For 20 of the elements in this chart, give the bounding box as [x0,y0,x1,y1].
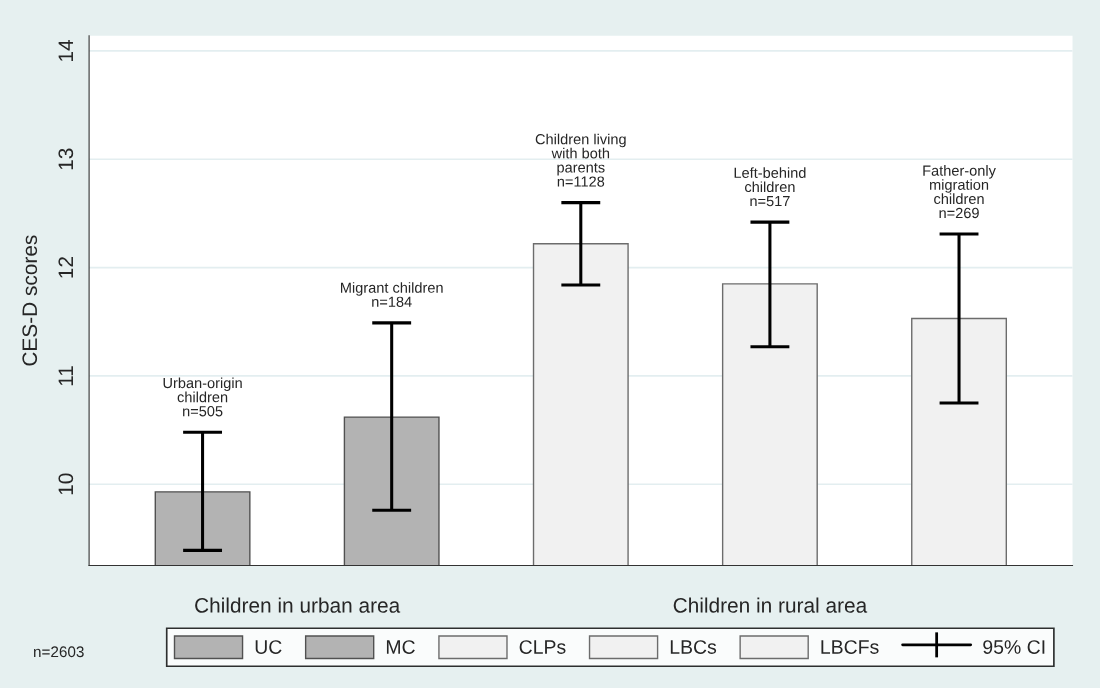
annotation: Urban-origin children n=505 [163,377,242,417]
annotation: Father-only migration children n=269 [923,165,996,219]
legend-label: UC [255,640,282,654]
y-tick-label: 12 [58,257,73,278]
text: Children in urban area [195,597,401,613]
legend-label: LBCs [670,640,717,654]
y-axis-title: CES-D scores [22,235,38,366]
annotation: Migrant children n=184 [341,282,443,307]
annotation: Children living with both parents n=1128 [535,133,626,187]
y-tick-label: 11 [58,366,73,386]
text: n=2603 [34,646,84,658]
text: 95% CI [983,640,1045,654]
legend-label: MC [386,640,415,654]
annotation: Left-behind children n=517 [734,167,806,207]
legend-label: LBCFs [821,640,879,654]
y-tick-label: 10 [58,473,74,495]
y-tick-label: 13 [58,148,74,170]
y-tick-label: 14 [58,39,73,61]
legend-label: CLPs [519,640,566,654]
text: Children in rural area [673,597,868,613]
